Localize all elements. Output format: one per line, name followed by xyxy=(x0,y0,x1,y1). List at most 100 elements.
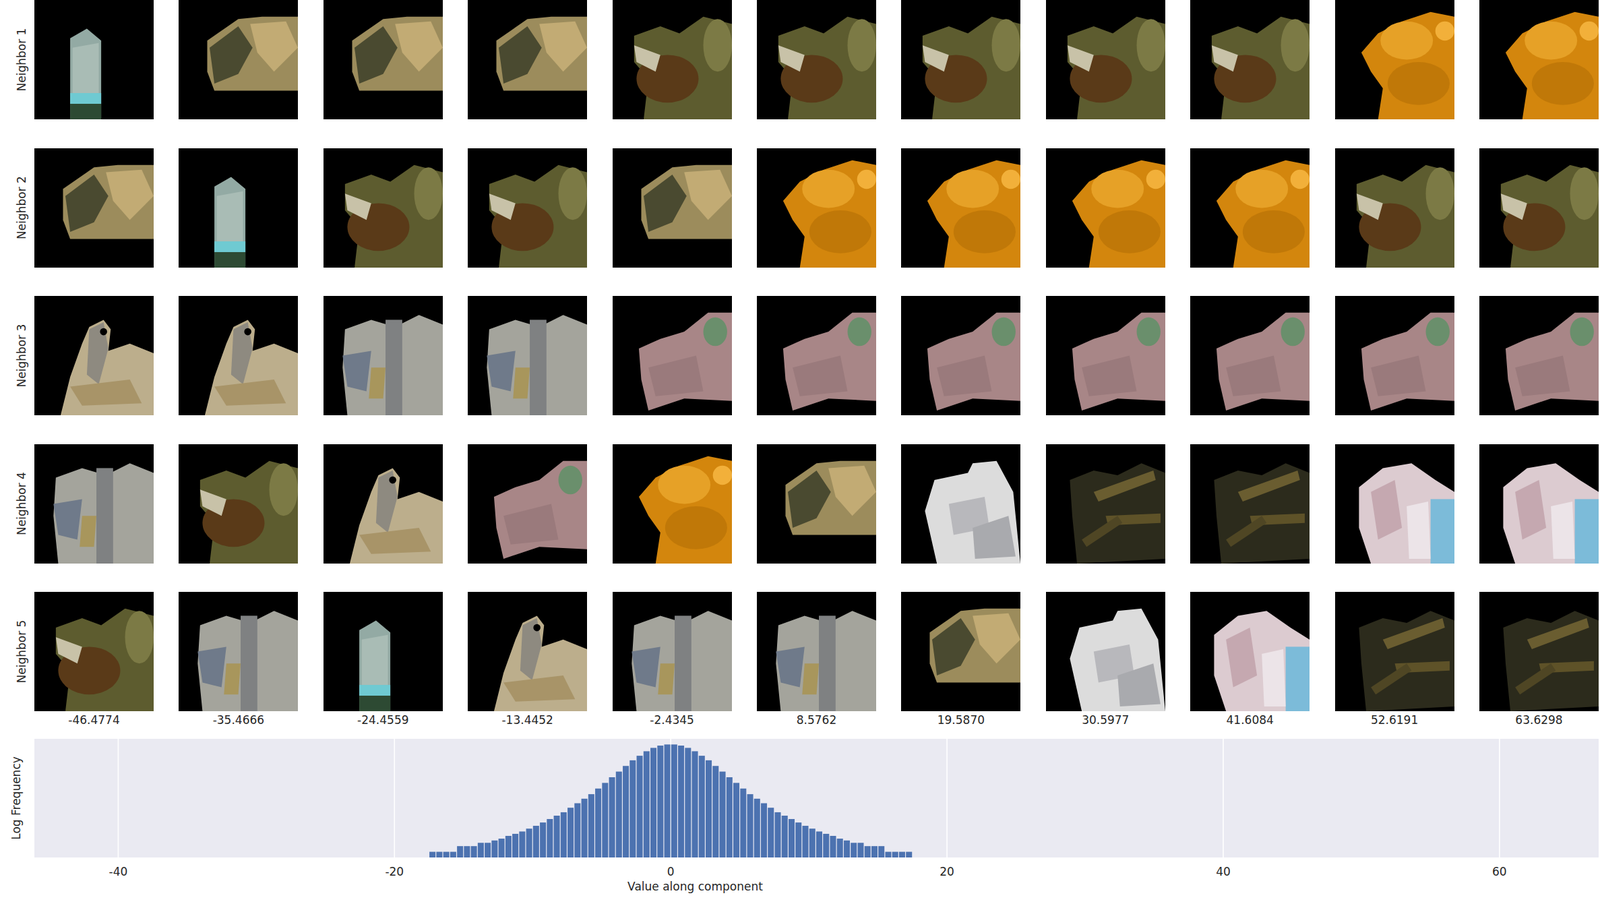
patch-shape xyxy=(783,312,877,411)
x-tick-label: -40 xyxy=(109,864,129,879)
image-patch xyxy=(1335,0,1455,120)
patch-shape xyxy=(922,45,949,72)
patch-image xyxy=(612,591,732,712)
column-label: 52.6191 xyxy=(1370,713,1419,727)
histogram-bar xyxy=(450,851,457,858)
column-label: -46.4774 xyxy=(68,713,120,727)
grid-line xyxy=(669,738,672,858)
patch-shape xyxy=(359,695,391,712)
x-tick-label: 60 xyxy=(1492,864,1507,879)
histogram-bar xyxy=(829,835,836,858)
image-patch xyxy=(1045,148,1166,268)
grid-line xyxy=(1498,738,1501,858)
image-patch xyxy=(178,444,298,564)
patch-shape xyxy=(1098,210,1161,254)
patch-shape xyxy=(269,463,298,516)
patch-shape xyxy=(702,317,727,346)
patch-shape xyxy=(1382,618,1445,650)
patch-shape xyxy=(1281,18,1310,72)
patch-image xyxy=(178,591,298,712)
patch-shape xyxy=(349,467,443,564)
patch-shape xyxy=(783,159,877,267)
patch-shape xyxy=(1570,167,1599,220)
histogram-bar xyxy=(498,838,505,858)
patch-shape xyxy=(1370,479,1402,540)
image-patch xyxy=(901,591,1021,712)
histogram-bar xyxy=(622,765,629,858)
image-patch xyxy=(612,295,732,416)
image-patch xyxy=(756,444,877,564)
patch-image xyxy=(1190,0,1310,120)
patch-shape xyxy=(1093,469,1156,501)
histogram-bar xyxy=(616,771,623,858)
image-patch xyxy=(467,444,588,564)
patch-image xyxy=(34,444,154,564)
histogram-bar xyxy=(705,760,712,858)
patch-shape xyxy=(503,675,575,702)
image-patch xyxy=(1479,0,1599,120)
patch-shape xyxy=(200,460,298,563)
patch-shape xyxy=(494,615,588,712)
histogram-bar xyxy=(484,842,491,858)
patch-shape xyxy=(494,460,588,559)
patch-shape xyxy=(53,498,82,540)
image-patch xyxy=(1045,591,1166,712)
patch-image xyxy=(1335,295,1455,416)
image-patch xyxy=(178,0,298,120)
patch-shape xyxy=(413,167,443,220)
patch-image xyxy=(612,295,732,416)
patch-shape xyxy=(712,465,732,484)
histogram-bar xyxy=(905,851,912,858)
bars xyxy=(429,744,912,858)
histogram-bar xyxy=(554,815,561,858)
patch-shape xyxy=(512,367,530,399)
patch-shape xyxy=(1406,500,1431,559)
patch-shape xyxy=(231,322,253,385)
x-tick-label: 20 xyxy=(939,864,955,879)
image-patch xyxy=(1190,148,1310,268)
histogram-bar xyxy=(892,851,899,858)
histogram-bar xyxy=(747,793,754,858)
image-patch xyxy=(1335,444,1455,564)
patch-shape xyxy=(487,350,516,391)
patch-shape xyxy=(847,317,872,346)
y-axis-label: Log Frequency xyxy=(9,756,23,840)
histogram-bar xyxy=(843,840,850,858)
histogram-bar xyxy=(664,744,671,858)
chart: Neighbor 1Neighbor 2Neighbor 3Neighbor 4… xyxy=(0,0,1600,906)
image-patch xyxy=(1335,295,1455,416)
patch-image xyxy=(1479,444,1599,564)
patch-shape xyxy=(930,608,1022,683)
x-tick-label: -20 xyxy=(384,864,404,879)
image-patch xyxy=(756,148,877,268)
patch-image xyxy=(1479,0,1599,120)
patch-shape xyxy=(664,506,727,550)
image-patch xyxy=(1045,444,1166,564)
histogram-bar xyxy=(733,782,740,858)
image-patch xyxy=(467,0,588,120)
histogram-bar xyxy=(533,825,540,858)
patch-shape xyxy=(1370,663,1412,695)
patch-image xyxy=(34,591,154,712)
patch-shape xyxy=(802,663,819,695)
column-label: 8.5762 xyxy=(796,713,837,727)
patch-shape xyxy=(1136,18,1165,72)
histogram-bar xyxy=(726,777,733,858)
patch-shape xyxy=(558,167,588,220)
patch-shape xyxy=(1225,627,1257,688)
patch-image xyxy=(34,148,154,268)
histogram-bar xyxy=(456,845,464,858)
patch-shape xyxy=(1430,498,1454,564)
grid-line xyxy=(946,738,948,858)
x-axis-label: Value along component xyxy=(627,879,763,894)
patch-shape xyxy=(775,610,877,712)
patch-shape xyxy=(1290,169,1310,189)
patch-shape xyxy=(60,319,154,416)
histogram-bar xyxy=(871,845,878,858)
patch-shape xyxy=(496,16,588,91)
image-patch xyxy=(323,295,443,416)
patch-shape xyxy=(1214,610,1311,712)
patch-shape xyxy=(847,18,877,72)
histogram-bar xyxy=(767,807,774,858)
patch-shape xyxy=(1001,169,1021,189)
